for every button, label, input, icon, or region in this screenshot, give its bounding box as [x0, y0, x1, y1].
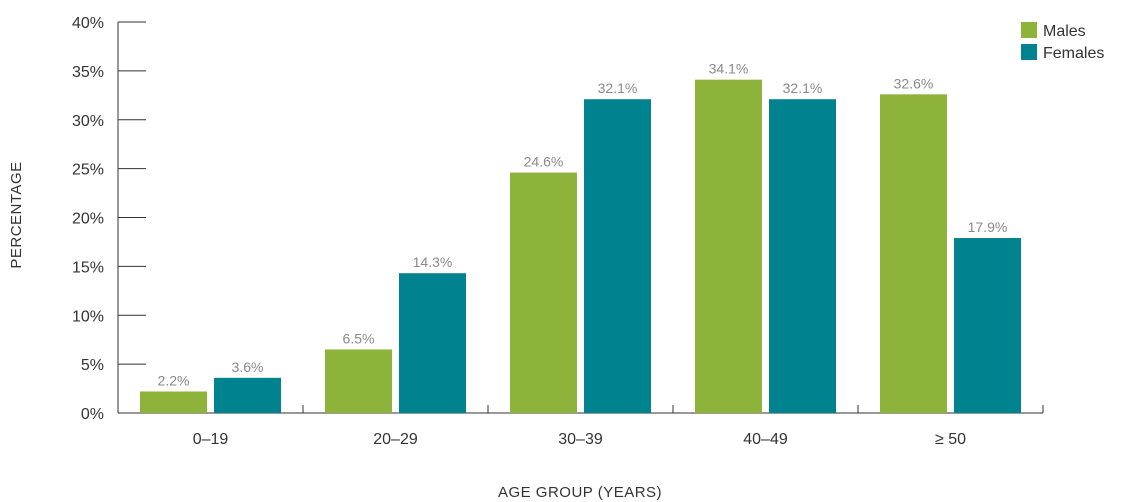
data-labels-group: 2.2% 6.5% 24.6% 34.1% 32.6% 3.6% 14.3% 32.1% 32.… [158, 61, 1008, 389]
y-tick-label: 20% [72, 211, 104, 228]
y-tick-label: 15% [72, 259, 104, 276]
x-axis-title: AGE GROUP (YEARS) [498, 484, 662, 501]
data-label-males-4: 32.6% [894, 75, 934, 91]
data-label-females-3: 32.1% [783, 80, 823, 96]
bar-males-4 [880, 94, 947, 414]
bar-males-3 [695, 79, 762, 414]
bar-males-2 [510, 172, 577, 413]
data-label-females-1: 14.3% [413, 254, 453, 270]
y-tick-label: 0% [81, 406, 104, 423]
y-tick-label: 5% [81, 357, 104, 374]
bar-males-0 [140, 391, 207, 413]
y-axis: 0% 5% 10% 15% 20% 25% 30% 35% 40% [72, 15, 146, 423]
y-tick-label: 40% [72, 15, 104, 32]
data-label-males-2: 24.6% [524, 154, 564, 170]
bar-females-3 [769, 99, 836, 413]
legend: Males Females [1021, 22, 1104, 62]
x-tick-label: 0–19 [193, 431, 229, 448]
data-label-females-0: 3.6% [232, 359, 264, 375]
legend-label-females: Females [1043, 45, 1104, 62]
data-label-males-0: 2.2% [158, 372, 190, 388]
legend-swatch-females [1021, 44, 1037, 60]
data-label-males-3: 34.1% [709, 61, 749, 77]
bar-females-4 [954, 238, 1021, 413]
y-tick-label: 35% [72, 64, 104, 81]
y-tick-label: 25% [72, 162, 104, 179]
bar-females-2 [584, 99, 651, 413]
legend-swatch-males [1021, 22, 1037, 38]
x-tick-label: 30–39 [558, 431, 603, 448]
legend-label-males: Males [1043, 23, 1086, 40]
y-tick-label: 30% [72, 113, 104, 130]
x-tick-label: 40–49 [743, 431, 788, 448]
bar-males-1 [325, 349, 392, 413]
data-label-females-4: 17.9% [968, 219, 1008, 235]
y-axis-title: PERCENTAGE [8, 161, 25, 268]
x-tick-label: 20–29 [373, 431, 418, 448]
bar-females-1 [399, 273, 466, 413]
data-label-males-1: 6.5% [343, 330, 375, 346]
data-label-females-2: 32.1% [598, 80, 638, 96]
y-tick-label: 10% [72, 308, 104, 325]
bar-females-0 [214, 377, 281, 413]
bars-group [140, 79, 1021, 414]
x-tick-label: ≥ 50 [935, 431, 966, 448]
